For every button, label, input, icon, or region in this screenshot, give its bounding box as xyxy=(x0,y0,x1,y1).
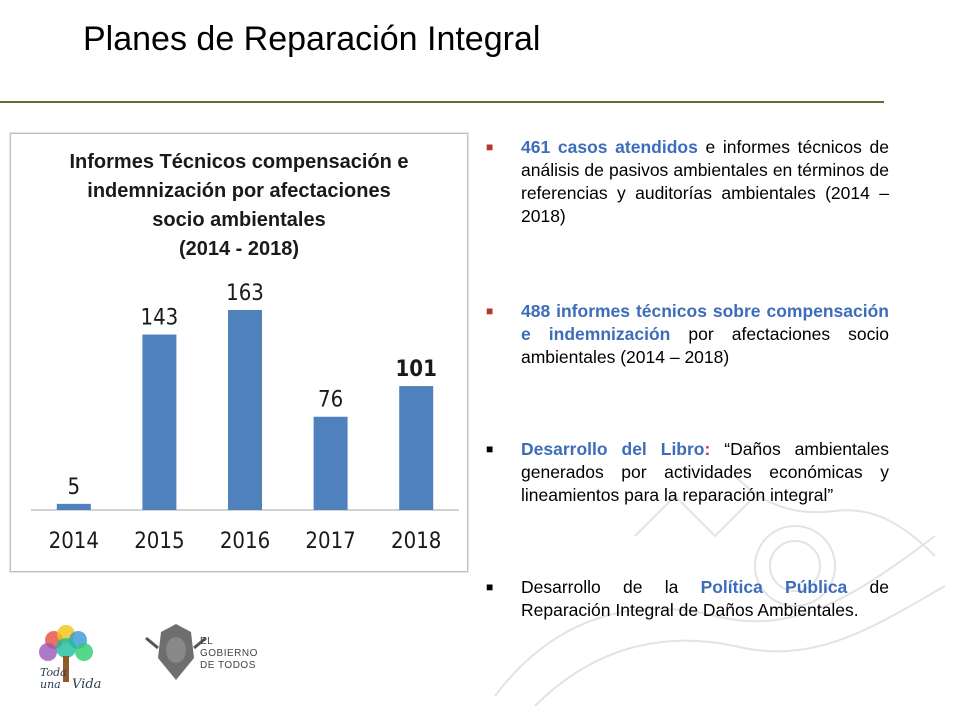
chart-title-line-2: indemnización por afectaciones xyxy=(87,180,391,202)
slide-title: Planes de Reparación Integral xyxy=(83,20,541,58)
bullet-4-highlight: Política Pública xyxy=(700,577,848,597)
bullet-marker-icon: ■ xyxy=(486,580,494,594)
bullet-4-prefix: Desarrollo de la xyxy=(521,577,701,597)
bar-2015 xyxy=(142,334,177,510)
chart-plot: 5 2014 143 2015 163 2016 76 2017 101 2018 xyxy=(31,281,459,554)
bullet-item-1: ■ 461 casos atendidos e informes técnico… xyxy=(486,136,889,228)
x-tick-label-2018: 2018 xyxy=(391,529,441,554)
gov-line-3: DE TODOS xyxy=(200,660,256,671)
bullet-2-highlight: 488 informes técnicos sobre compensación… xyxy=(521,301,889,344)
coat-of-arms-icon xyxy=(145,624,207,680)
gobierno-logo-text: EL GOBIERNO DE TODOS xyxy=(200,636,258,672)
bar-chart: 5 2014 143 2015 163 2016 76 2017 101 2018 Informe… xyxy=(10,133,468,572)
chart-title-line-4: (2014 - 2018) xyxy=(178,238,300,260)
bar-2018 xyxy=(399,386,434,510)
x-tick-label-2015: 2015 xyxy=(134,529,184,554)
bullet-marker-icon: ■ xyxy=(486,140,494,154)
bullet-3-highlight: Desarrollo del Libro xyxy=(521,439,705,459)
bullet-3-colon: : xyxy=(704,439,711,459)
x-tick-label-2014: 2014 xyxy=(49,529,99,554)
bullet-item-2: ■ 488 informes técnicos sobre compensaci… xyxy=(486,300,889,369)
svg-text:una: una xyxy=(40,678,61,691)
title-divider xyxy=(0,101,884,103)
toda-una-vida-logo-icon: Toda una Vida xyxy=(39,625,101,692)
chart-title-line-3: socio ambientales xyxy=(152,209,326,231)
bar-2014 xyxy=(56,503,91,510)
data-label-2018: 101 xyxy=(396,357,437,382)
chart-title-line-1: Informes Técnicos compensación e xyxy=(69,151,409,173)
data-label-2014: 5 xyxy=(68,475,81,500)
bullet-marker-icon: ■ xyxy=(486,304,494,318)
logos: Toda una Vida xyxy=(39,624,207,692)
gov-line-1: EL xyxy=(200,636,214,647)
data-label-2016: 163 xyxy=(226,281,264,306)
bullet-3-text: “Daños ambientales generados por activid… xyxy=(521,439,890,505)
x-tick-label-2016: 2016 xyxy=(220,529,270,554)
gov-line-2: GOBIERNO xyxy=(200,648,258,659)
bullet-item-4: ■ Desarrollo de la Política Pública de R… xyxy=(486,576,889,622)
x-tick-label-2017: 2017 xyxy=(305,529,355,554)
chart-title: Informes Técnicos compensación e indemni… xyxy=(11,148,467,264)
bar-2016 xyxy=(228,310,262,510)
bullet-4-text: de Reparación Integral de Daños Ambienta… xyxy=(521,577,890,620)
svg-text:Vida: Vida xyxy=(72,677,101,692)
bullet-1-text: e informes técnicos de análisis de pasiv… xyxy=(521,137,889,226)
bullet-1-highlight: 461 casos atendidos xyxy=(521,137,698,157)
svg-text:Toda: Toda xyxy=(40,666,67,679)
background-watermark xyxy=(494,475,946,707)
bar-2017 xyxy=(313,416,348,510)
data-label-2015: 143 xyxy=(141,306,179,331)
data-label-2017: 76 xyxy=(318,388,343,413)
bullet-marker-icon: ■ xyxy=(486,442,494,456)
bullet-2-text: por afectaciones socio ambientales (2014… xyxy=(521,324,889,367)
bullet-item-3: ■ Desarrollo del Libro: “Daños ambiental… xyxy=(486,438,889,507)
